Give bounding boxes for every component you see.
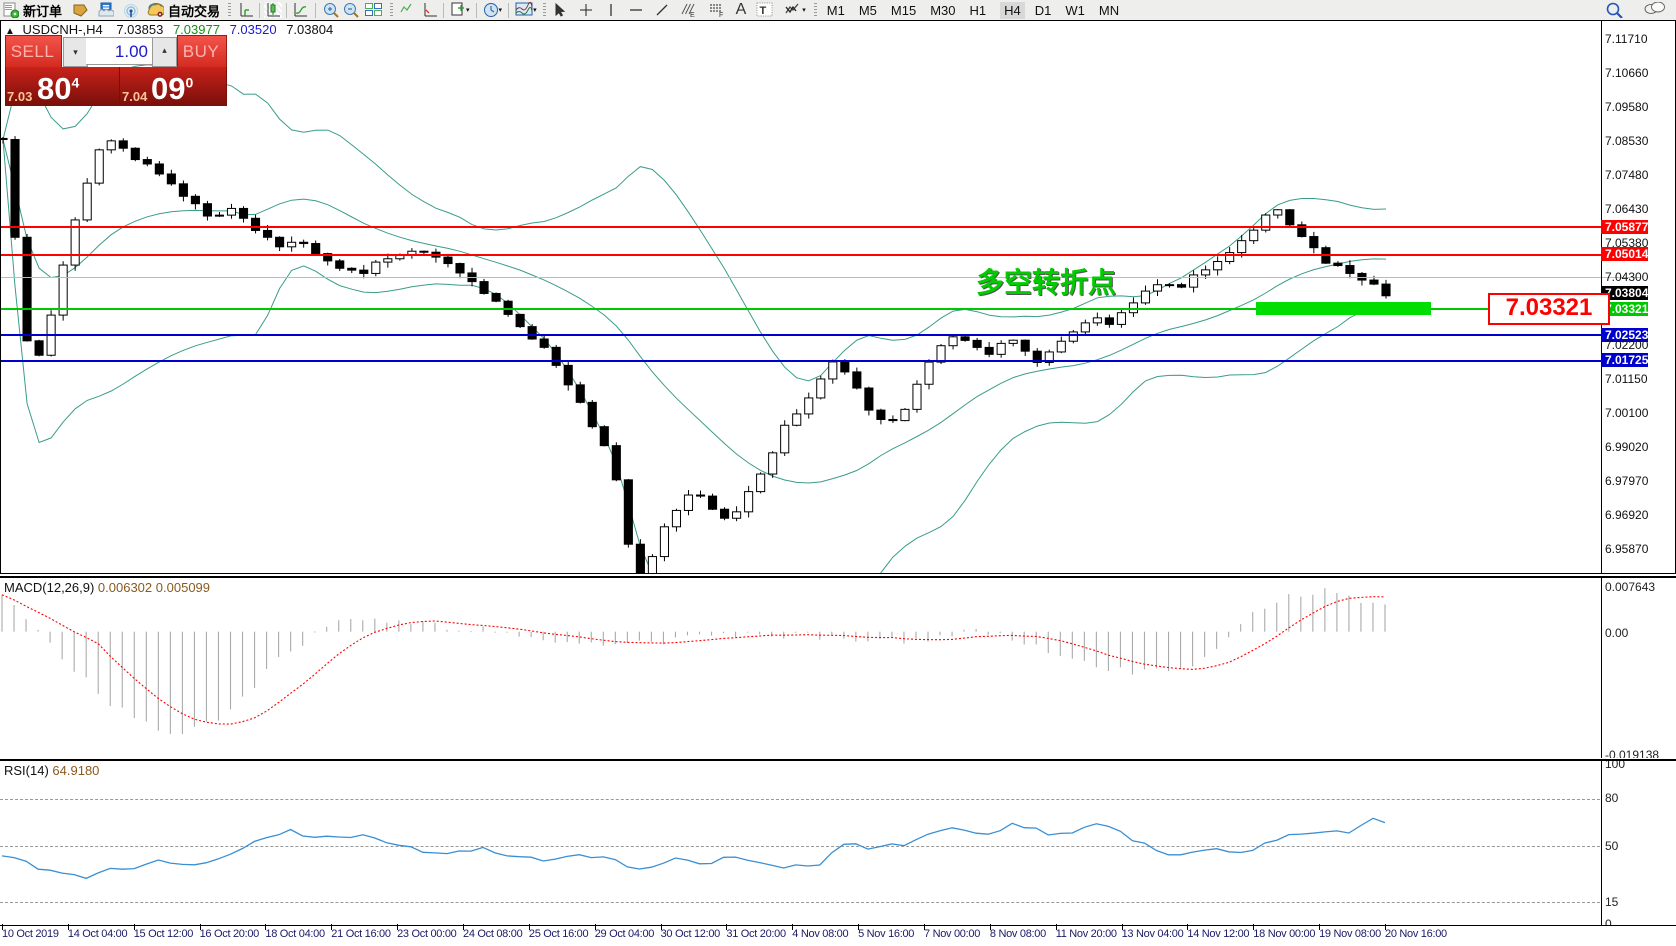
svg-text:E: E bbox=[690, 12, 695, 18]
svg-text:F: F bbox=[719, 12, 723, 18]
svg-text:T: T bbox=[760, 5, 767, 17]
